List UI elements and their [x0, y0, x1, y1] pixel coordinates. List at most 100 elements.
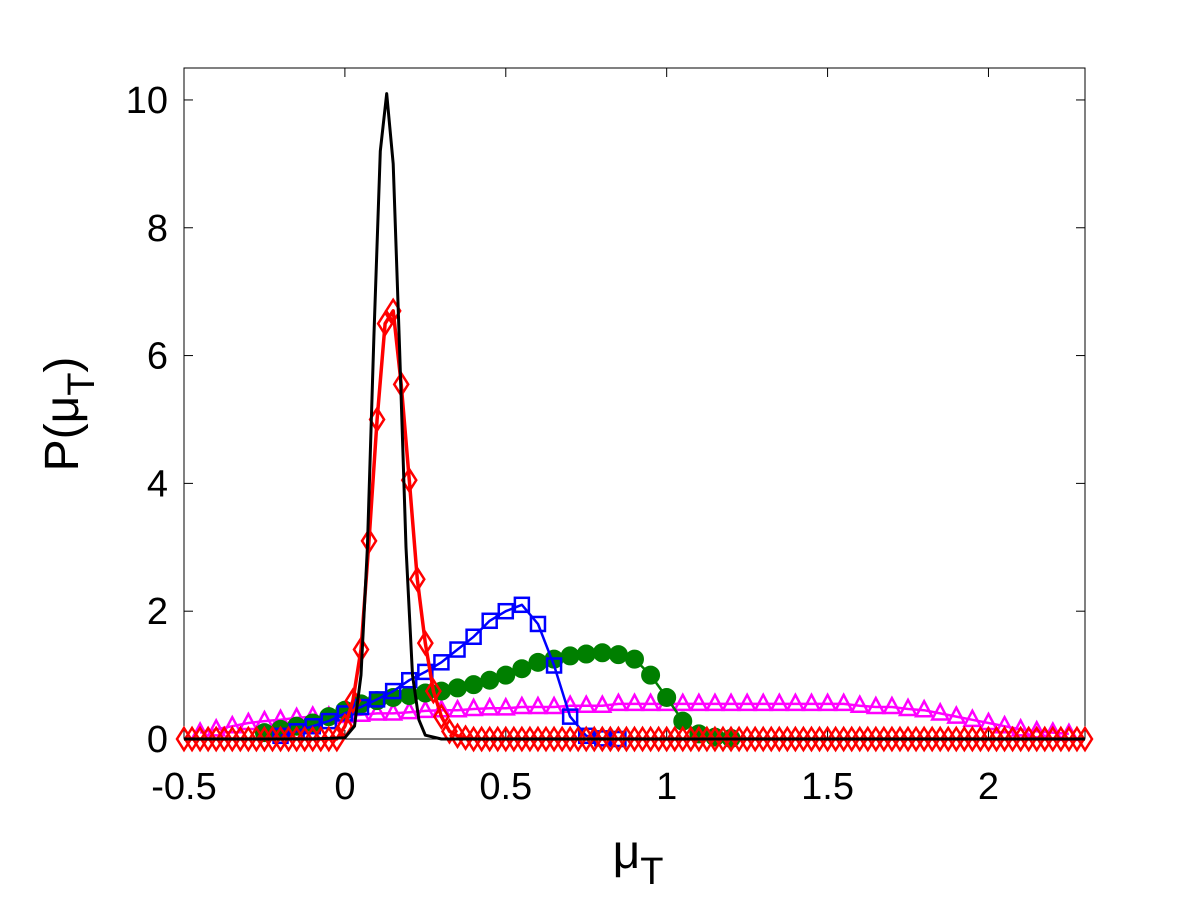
data-point-triangle — [511, 695, 532, 715]
data-point-diamond — [328, 725, 346, 753]
x-tick-label: 0 — [334, 766, 355, 808]
data-point-square — [368, 691, 386, 708]
x-tick-label: 1.5 — [801, 766, 854, 808]
data-point-triangle — [640, 692, 661, 712]
data-point-diamond — [360, 527, 378, 555]
data-point-triangle — [624, 692, 645, 712]
data-point-triangle — [495, 696, 516, 716]
x-axis-label: μT — [613, 826, 664, 893]
x-tick-label: 1 — [656, 766, 677, 808]
data-point-triangle — [608, 692, 629, 712]
data-point-triangle — [576, 694, 597, 714]
data-point-square — [529, 615, 547, 633]
data-point-diamond — [408, 565, 426, 593]
data-point-triangle — [897, 697, 919, 717]
data-point-triangle — [592, 694, 613, 714]
data-point-triangle — [737, 692, 758, 712]
data-point-square — [304, 717, 321, 735]
data-point-triangle — [720, 692, 742, 712]
data-point-circle — [641, 665, 661, 685]
data-point-triangle — [785, 692, 806, 712]
series-solid-line — [184, 92, 1085, 741]
data-point-circle — [480, 670, 500, 690]
data-point-diamond — [424, 677, 442, 705]
x-tick-label: 0.5 — [479, 766, 532, 808]
data-point-triangle — [994, 714, 1015, 734]
data-point-square — [465, 628, 482, 646]
data-point-square — [561, 708, 579, 725]
data-point-circle — [608, 645, 628, 665]
data-point-triangle — [817, 692, 838, 712]
data-point-triangle — [946, 704, 967, 724]
data-point-triangle — [479, 696, 500, 716]
x-axis-label-main: μ — [613, 826, 641, 879]
data-point-triangle — [704, 692, 726, 712]
series-layer — [175, 92, 1094, 753]
data-point-square — [513, 596, 531, 614]
data-point-diamond — [416, 629, 434, 657]
data-point-square — [449, 641, 466, 658]
y-axis-label-main: P(μ — [36, 396, 89, 472]
data-point-triangle — [366, 701, 388, 721]
data-point-triangle — [672, 692, 693, 712]
data-point-triangle — [463, 697, 484, 717]
data-point-circle — [496, 665, 516, 685]
x-tick-label: -0.5 — [151, 766, 216, 808]
y-tick-label: 2 — [147, 591, 168, 633]
data-point-diamond — [376, 310, 394, 337]
data-point-square — [497, 602, 515, 620]
data-point-triangle — [930, 701, 951, 721]
data-point-circle — [576, 644, 596, 664]
data-point-circle — [560, 646, 580, 666]
data-point-triangle — [865, 695, 886, 715]
data-point-diamond — [1076, 725, 1094, 753]
data-point-triangle — [753, 692, 774, 712]
data-point-triangle — [849, 694, 870, 714]
data-point-triangle — [769, 692, 790, 712]
data-point-triangle — [1010, 717, 1031, 737]
data-point-triangle — [447, 698, 468, 718]
data-point-triangle — [222, 714, 243, 734]
data-point-circle — [657, 687, 677, 707]
data-point-diamond — [432, 703, 450, 730]
x-tick-label: 2 — [978, 766, 999, 808]
data-point-circle — [448, 678, 468, 698]
data-point-triangle — [833, 692, 854, 712]
series-line — [184, 92, 1085, 741]
data-point-triangle — [688, 692, 709, 712]
data-point-triangle — [383, 701, 404, 721]
y-tick-label: 0 — [147, 719, 168, 761]
data-point-triangle — [543, 695, 565, 715]
data-point-diamond — [440, 718, 458, 745]
data-point-square — [433, 654, 450, 671]
data-point-square — [417, 663, 434, 681]
y-tick-label: 6 — [147, 336, 168, 378]
x-axis-label-subscript: T — [640, 851, 663, 893]
data-point-triangle — [415, 699, 436, 719]
data-point-square — [481, 612, 498, 630]
data-point-square — [545, 657, 563, 674]
data-point-circle — [464, 675, 484, 695]
data-point-circle — [625, 649, 644, 669]
data-point-square — [384, 682, 402, 700]
y-tick-label: 8 — [147, 208, 168, 250]
y-axis-label: P(μT) — [36, 357, 103, 472]
y-tick-label: 10 — [126, 80, 168, 122]
tick-labels: -0.5 0 0.5 1 1.5 2 0 2 4 6 8 10 — [126, 80, 999, 808]
data-point-square — [401, 671, 418, 689]
data-point-circle — [528, 652, 548, 672]
y-axis-label-subscript: T — [61, 373, 103, 396]
data-point-triangle — [399, 700, 420, 720]
data-point-triangle — [801, 692, 822, 712]
y-axis-label-close: ) — [36, 357, 89, 373]
data-point-circle — [512, 659, 532, 679]
data-point-triangle — [914, 698, 935, 718]
data-point-circle — [592, 643, 612, 663]
plot-area — [183, 67, 1086, 740]
data-point-triangle — [881, 695, 903, 715]
y-tick-label: 4 — [147, 463, 168, 505]
data-point-triangle — [206, 717, 227, 737]
series-square — [272, 596, 627, 748]
data-point-triangle — [527, 695, 549, 715]
